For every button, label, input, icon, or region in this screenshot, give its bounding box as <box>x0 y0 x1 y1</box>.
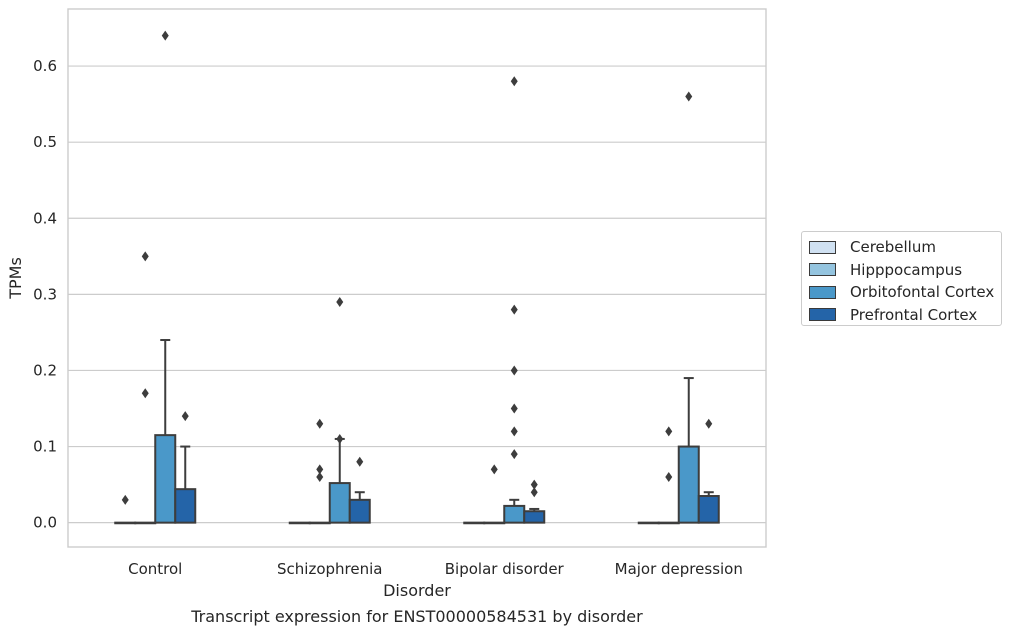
bar <box>308 521 331 525</box>
outlier-point <box>530 479 538 490</box>
bar <box>697 495 720 524</box>
bar <box>134 521 157 525</box>
legend-item-prefrontal-cortex: Prefrontal Cortex <box>809 304 1001 327</box>
outlier-point <box>510 304 518 315</box>
outlier-point <box>336 296 344 307</box>
outlier-point <box>510 76 518 87</box>
outlier-point <box>181 411 189 422</box>
outlier-point <box>356 456 364 467</box>
outlier-point <box>336 433 344 444</box>
chart-title: Transcript expression for ENST0000058453… <box>190 607 643 626</box>
legend-label: Hipppocampus <box>850 260 963 279</box>
y-tick-label: 0.1 <box>33 438 57 456</box>
bar <box>483 521 506 525</box>
y-tick-labels: 0.0 0.1 0.2 0.3 0.4 0.5 0.6 <box>33 57 57 532</box>
bar <box>463 521 486 525</box>
y-axis-label: TPMs <box>6 257 25 300</box>
plot-box <box>67 8 767 548</box>
bar <box>114 521 137 525</box>
bar <box>154 434 177 524</box>
outlier-point <box>510 449 518 460</box>
legend-label: Cerebellum <box>850 238 936 257</box>
x-tick-label: Bipolar disorder <box>445 560 565 578</box>
y-tick-label: 0.6 <box>33 57 57 75</box>
y-tick-label: 0.3 <box>33 285 57 303</box>
x-tick-label: Major depression <box>615 560 743 578</box>
bars <box>114 30 720 525</box>
outlier-point <box>510 403 518 414</box>
y-tick-label: 0.2 <box>33 361 57 379</box>
outlier-point <box>705 418 713 429</box>
legend-swatch <box>809 308 836 322</box>
outlier-point <box>665 471 673 482</box>
outlier-point <box>490 464 498 475</box>
x-tick-label: Control <box>128 560 182 578</box>
outlier-point <box>510 426 518 437</box>
x-tick-label: Schizophrenia <box>277 560 382 578</box>
y-tick-label: 0.4 <box>33 209 57 227</box>
legend-swatch <box>809 263 836 277</box>
legend-item-cerebellum: Cerebellum <box>809 236 1001 259</box>
legend-item-hippocampus: Hipppocampus <box>809 259 1001 282</box>
outlier-point <box>141 388 149 399</box>
bar <box>328 482 351 524</box>
legend-label: Orbitofontal Cortex <box>850 283 995 302</box>
bar <box>288 521 311 525</box>
legend-swatch <box>809 285 836 299</box>
legend: Cerebellum Hipppocampus Orbitofontal Cor… <box>801 231 1002 326</box>
outlier-point <box>685 91 693 102</box>
plot-frame <box>67 8 767 548</box>
y-tick-label: 0.5 <box>33 133 57 151</box>
legend-label: Prefrontal Cortex <box>850 305 978 324</box>
bar <box>677 445 700 524</box>
bar <box>503 504 526 524</box>
x-axis-label: Disorder <box>383 581 451 600</box>
bar <box>657 521 680 525</box>
bar <box>174 488 197 524</box>
outlier-point <box>665 426 673 437</box>
outlier-point <box>316 471 324 482</box>
outlier-point <box>316 418 324 429</box>
outlier-point <box>510 365 518 376</box>
bar <box>637 521 660 525</box>
legend-swatch <box>809 240 836 254</box>
outlier-point <box>316 464 324 475</box>
outlier-point <box>121 494 129 505</box>
x-tick-labels: Control Schizophrenia Bipolar disorder Majo… <box>128 560 743 578</box>
bar <box>523 510 546 524</box>
y-tick-label: 0.0 <box>33 514 57 532</box>
bar <box>348 498 371 524</box>
outlier-point <box>161 30 169 41</box>
outlier-point <box>530 487 538 498</box>
legend-item-orbitofrontal-cortex: Orbitofontal Cortex <box>809 281 1001 304</box>
outlier-point <box>141 251 149 262</box>
